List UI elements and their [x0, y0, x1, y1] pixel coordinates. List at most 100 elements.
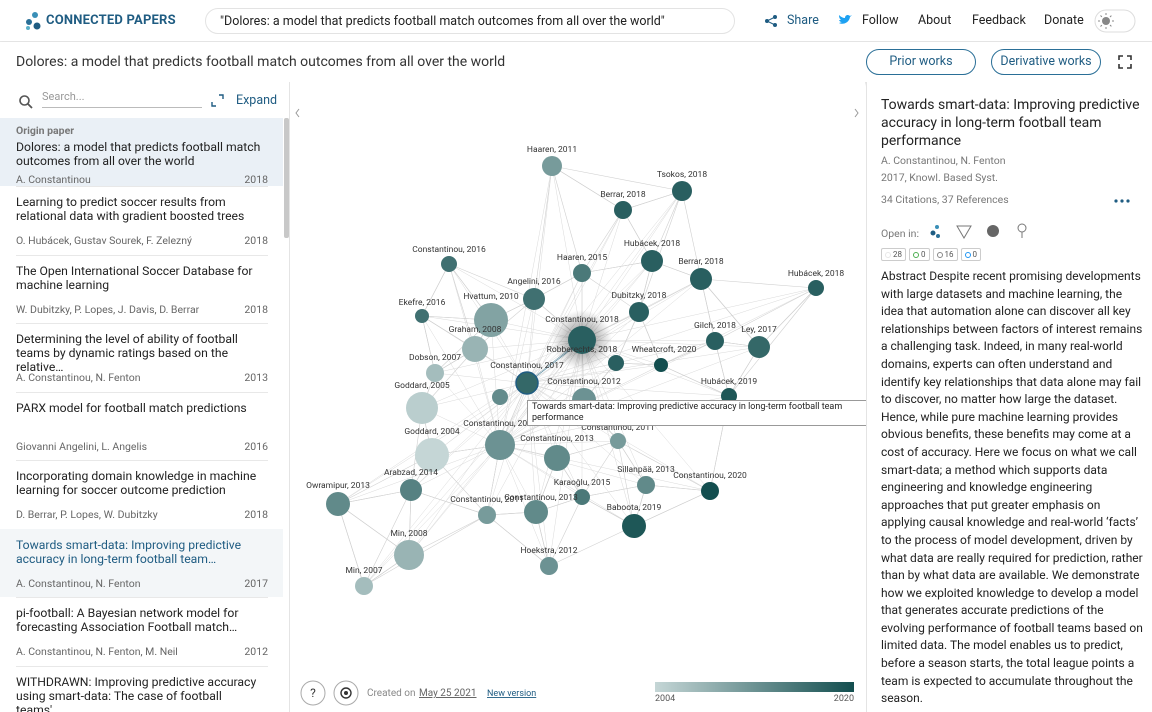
node[interactable]	[637, 476, 655, 494]
search-input[interactable]: Search...	[42, 90, 202, 108]
edge	[651, 190, 683, 262]
node[interactable]	[326, 492, 350, 516]
edge	[700, 278, 760, 348]
node[interactable]	[523, 288, 545, 310]
new-version-link[interactable]: New version	[487, 689, 536, 699]
edge	[645, 484, 711, 492]
node[interactable]	[540, 557, 558, 575]
node[interactable]	[690, 268, 712, 290]
node[interactable]	[485, 430, 515, 460]
node[interactable]	[462, 336, 488, 362]
node[interactable]	[701, 482, 719, 500]
paper-title: Determining the level of ability of foot…	[16, 332, 238, 374]
created-date[interactable]: May 25 2021	[419, 688, 477, 699]
open-in-icons[interactable]	[927, 222, 1037, 242]
header: CONNECTED PAPERS "Dolores: a model that …	[0, 0, 1152, 42]
node[interactable]	[706, 332, 724, 350]
node[interactable]	[355, 577, 373, 595]
recenter-dot	[344, 691, 348, 695]
paper-title: Learning to predict soccer results from …	[16, 195, 245, 223]
paper-item[interactable]: Origin paper Dolores: a model that predic…	[0, 118, 283, 187]
nav-share[interactable]: Share	[787, 13, 819, 28]
node[interactable]	[654, 358, 668, 372]
legend-max: 2020	[834, 694, 854, 704]
node-label: Constantinou, 2012	[463, 419, 537, 429]
node[interactable]	[614, 201, 632, 219]
node[interactable]	[474, 303, 508, 337]
collapse-left[interactable]	[295, 108, 300, 118]
node[interactable]	[406, 392, 438, 424]
paper-year: 2012	[244, 645, 268, 658]
paper-item[interactable]: Incorporating domain knowledge in machin…	[0, 460, 283, 530]
paper-item[interactable]: PARX model for football match prediction…	[0, 392, 283, 461]
paper-item[interactable]: pi-football: A Bayesian network model fo…	[0, 597, 283, 667]
abstract: Abstract Despite recent promising develo…	[881, 269, 1143, 706]
node-label: Min, 2007	[345, 566, 382, 576]
brand[interactable]: CONNECTED PAPERS	[46, 13, 176, 28]
node[interactable]	[415, 438, 449, 472]
edge	[681, 190, 702, 280]
node[interactable]	[608, 355, 624, 371]
edge	[499, 298, 535, 446]
node[interactable]	[478, 506, 496, 524]
node[interactable]	[748, 336, 770, 358]
node[interactable]	[544, 445, 570, 471]
node[interactable]	[574, 489, 590, 505]
more-button[interactable]	[1113, 198, 1131, 204]
expand-button[interactable]: Expand	[236, 93, 278, 108]
collapse-right[interactable]	[854, 108, 859, 118]
paper-item[interactable]: WITHDRAWN: Improving predictive accuracy…	[0, 666, 283, 712]
node[interactable]	[672, 181, 692, 201]
node-label: Dubitzky, 2018	[612, 291, 667, 301]
node[interactable]	[400, 479, 422, 501]
paper-item[interactable]: Determining the level of ability of foot…	[0, 323, 283, 393]
node[interactable]	[610, 433, 626, 449]
badge-count: 16	[944, 250, 954, 259]
node[interactable]	[542, 156, 562, 176]
fullscreen-icon[interactable]	[1118, 55, 1132, 69]
nav-donate[interactable]: Donate	[1044, 13, 1084, 28]
nav-feedback[interactable]: Feedback	[972, 13, 1026, 28]
nav-follow[interactable]: Follow	[862, 13, 899, 28]
edge	[410, 444, 501, 491]
node-label: Ley, 2017	[741, 325, 777, 335]
node[interactable]	[492, 389, 508, 405]
twitter-icon	[839, 14, 852, 24]
paper-authors: W. Dubitzky, P. Lopes, J. Davis, D. Berr…	[16, 302, 200, 316]
derivative-works-button[interactable]: Derivative works	[991, 49, 1101, 75]
node[interactable]	[426, 364, 444, 382]
toolbar: Dolores: a model that predicts football …	[0, 42, 1152, 82]
node[interactable]	[415, 309, 429, 323]
separator	[16, 323, 268, 324]
theme-toggle[interactable]	[1094, 9, 1136, 33]
graph: Haaren, 2011 Tsokos, 2018 Berrar, 2018 Cons…	[290, 82, 865, 712]
node[interactable]	[394, 540, 424, 570]
node-label: Haaren, 2015	[557, 253, 607, 263]
node-label: Arabzad, 2014	[384, 468, 438, 478]
paper-year: 2018	[244, 508, 268, 521]
help-button[interactable]	[300, 680, 326, 706]
paper-item[interactable]: The Open International Soccer Database f…	[0, 255, 283, 324]
search-box[interactable]: "Dolores: a model that predicts football…	[205, 8, 735, 34]
node-label: Min, 2008	[390, 529, 427, 539]
node[interactable]	[568, 326, 596, 354]
node[interactable]	[515, 371, 539, 395]
node[interactable]	[629, 302, 649, 322]
prior-works-button[interactable]: Prior works	[866, 49, 976, 75]
node[interactable]	[573, 264, 591, 282]
node[interactable]	[622, 514, 646, 538]
node[interactable]	[441, 256, 457, 272]
node-label: Constantinou, 2020	[673, 471, 747, 481]
node[interactable]	[641, 250, 663, 272]
scrollbar[interactable]	[284, 118, 289, 238]
edge	[526, 272, 583, 384]
edge	[486, 339, 583, 516]
paper-item[interactable]: Learning to predict soccer results from …	[0, 186, 283, 256]
nav-about[interactable]: About	[918, 13, 952, 28]
node[interactable]	[524, 500, 548, 524]
legend-min: 2004	[655, 694, 675, 704]
node[interactable]	[808, 280, 824, 296]
edge	[526, 190, 683, 384]
separator	[16, 597, 268, 598]
paper-item[interactable]: Towards smart-data: Improving predictive…	[0, 528, 283, 598]
